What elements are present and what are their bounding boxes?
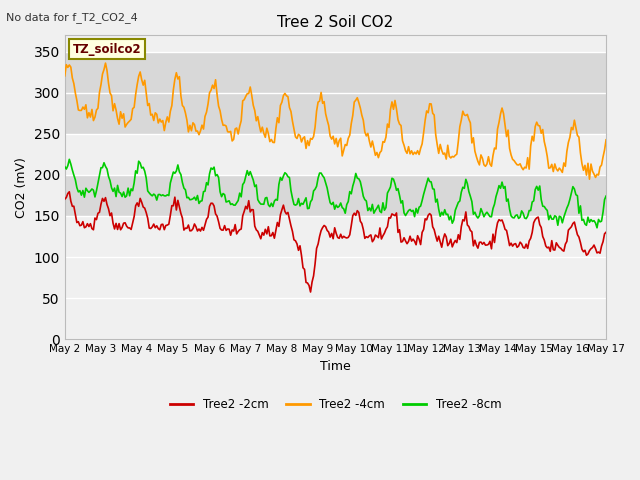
- Bar: [65, 175, 606, 216]
- Bar: [65, 52, 606, 134]
- X-axis label: Time: Time: [320, 360, 351, 372]
- Text: TZ_soilco2: TZ_soilco2: [73, 43, 141, 56]
- Y-axis label: CO2 (mV): CO2 (mV): [15, 157, 28, 217]
- Text: No data for f_T2_CO2_4: No data for f_T2_CO2_4: [6, 12, 138, 23]
- Legend: Tree2 -2cm, Tree2 -4cm, Tree2 -8cm: Tree2 -2cm, Tree2 -4cm, Tree2 -8cm: [165, 394, 506, 416]
- Title: Tree 2 Soil CO2: Tree 2 Soil CO2: [277, 15, 394, 30]
